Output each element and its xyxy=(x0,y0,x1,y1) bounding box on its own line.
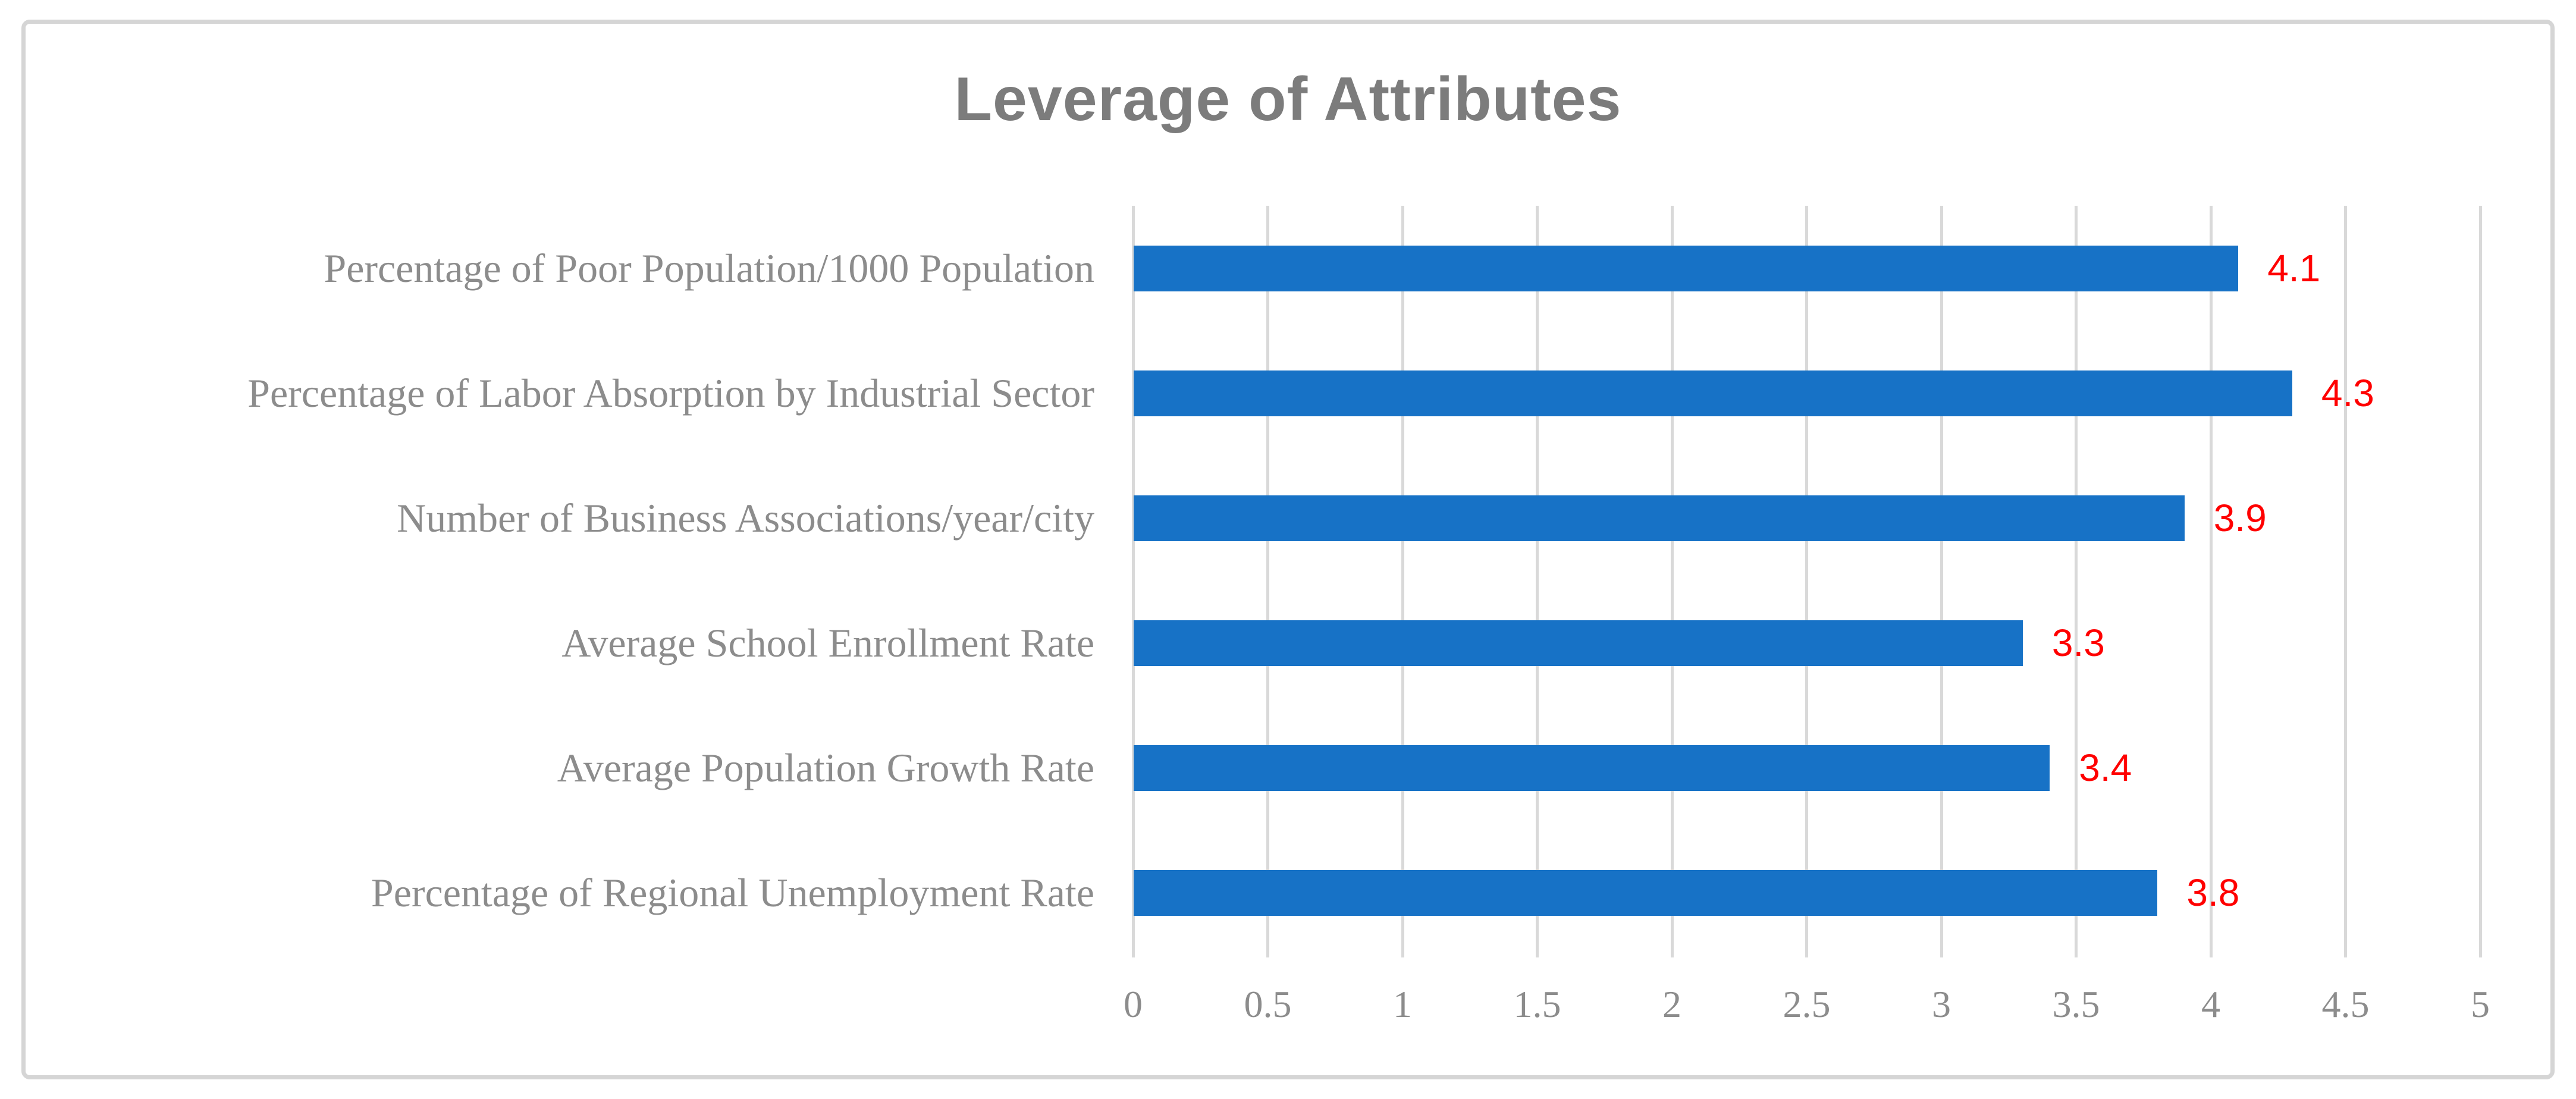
bar xyxy=(1134,745,2050,791)
category-label: Average School Enrollment Rate xyxy=(561,620,1094,665)
bar-value-label: 4.1 xyxy=(2267,247,2321,290)
bar xyxy=(1134,245,2239,291)
bar-value-label: 3.4 xyxy=(2079,746,2132,789)
gridline xyxy=(1940,206,1943,957)
bar xyxy=(1134,620,2023,666)
gridline xyxy=(2075,206,2078,957)
gridline xyxy=(1131,206,1135,957)
gridline xyxy=(2478,206,2482,957)
x-axis-tick-label: 4.5 xyxy=(2321,983,2370,1025)
bar-value-label: 3.9 xyxy=(2213,497,2267,539)
gridline xyxy=(1401,206,1404,957)
x-axis-tick-label: 0 xyxy=(1124,983,1143,1025)
category-label: Percentage of Labor Absorption by Indust… xyxy=(247,370,1094,416)
x-axis-tick-label: 1 xyxy=(1393,983,1412,1025)
gridline xyxy=(1805,206,1808,957)
bar xyxy=(1134,495,2185,541)
bar-value-label: 4.3 xyxy=(2321,372,2374,415)
category-label: Percentage of Poor Population/1000 Popul… xyxy=(324,245,1094,291)
category-label: Percentage of Regional Unemployment Rate xyxy=(371,869,1094,915)
x-axis-tick-label: 2.5 xyxy=(1783,983,1831,1025)
x-axis-tick-label: 5 xyxy=(2471,983,2490,1025)
chart-title: Leverage of Attributes xyxy=(954,65,1622,134)
gridline xyxy=(2344,206,2347,957)
x-axis-tick-label: 3 xyxy=(1932,983,1951,1025)
x-axis-tick-label: 1.5 xyxy=(1513,983,1561,1025)
category-label: Number of Business Associations/year/cit… xyxy=(397,495,1094,541)
bar xyxy=(1134,370,2292,416)
x-axis-tick-label: 0.5 xyxy=(1244,983,1292,1025)
bar xyxy=(1134,869,2158,916)
x-axis-tick-label: 3.5 xyxy=(2052,983,2100,1025)
gridline xyxy=(2209,206,2213,957)
x-axis-tick-label: 4 xyxy=(2201,983,2220,1025)
bar-value-label: 3.3 xyxy=(2051,621,2105,664)
category-label: Average Population Growth Rate xyxy=(557,745,1094,790)
bar-value-label: 3.8 xyxy=(2186,871,2240,914)
gridline xyxy=(1670,206,1674,957)
gridline xyxy=(1266,206,1269,957)
x-axis-tick-label: 2 xyxy=(1662,983,1681,1025)
gridline xyxy=(1536,206,1539,957)
